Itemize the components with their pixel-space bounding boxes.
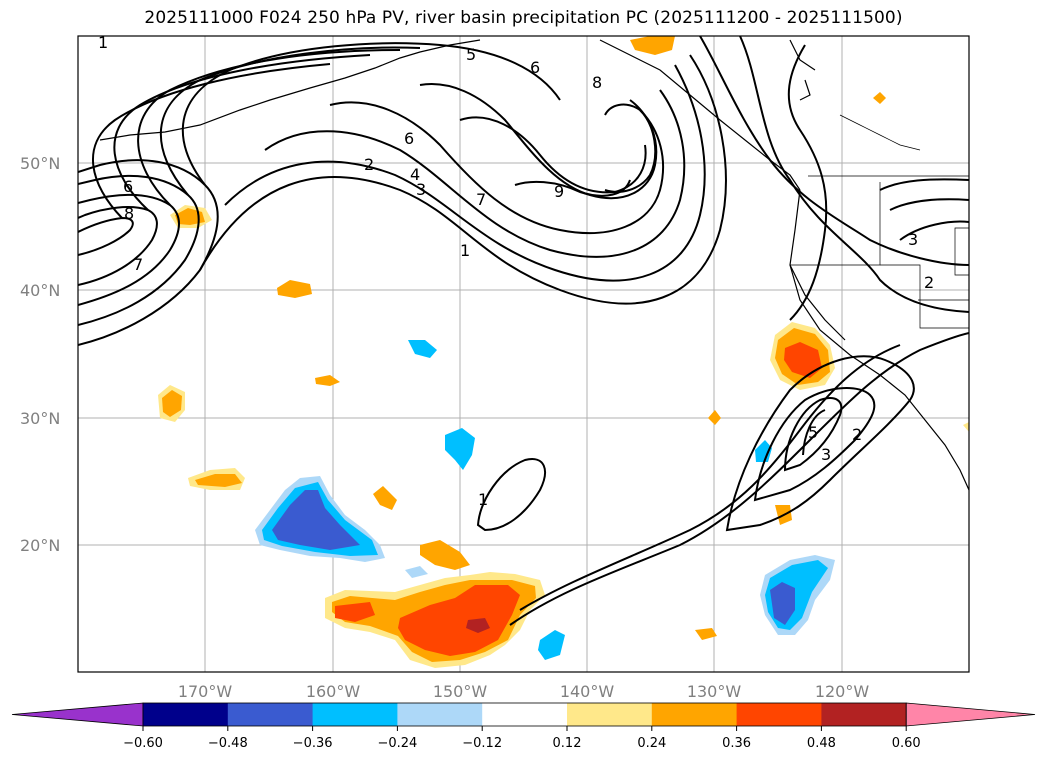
precip-shading: [158, 36, 969, 668]
contour-label: 2: [364, 155, 374, 174]
colorbar-tick-label: −0.12: [462, 736, 502, 751]
colorbar-tick-label: −0.24: [377, 736, 417, 751]
contour-label: 7: [133, 255, 143, 274]
lon-label-170w: 170°W: [178, 682, 233, 701]
contour-label: 4: [410, 165, 420, 184]
map-frame: [77, 35, 970, 673]
contour-label: 8: [124, 204, 134, 223]
colorbar-segment: [143, 703, 229, 726]
gridlines: [78, 36, 969, 672]
lon-label-140w: 140°W: [560, 682, 615, 701]
lat-label-50n: 50°N: [20, 154, 60, 173]
contour-label: 3: [416, 180, 426, 199]
contour-label: 6: [123, 177, 133, 196]
contour-label: 6: [404, 129, 414, 148]
colorbar-segment: [227, 703, 314, 726]
colorbar-tick-label: −0.36: [293, 736, 333, 751]
colorbar-tick-label: −0.60: [123, 736, 163, 751]
contour-label: 8: [592, 73, 602, 92]
political-borders: [790, 114, 969, 329]
contour-label: 3: [908, 230, 918, 249]
contour-label: 5: [466, 45, 476, 64]
colorbar-tick-label: 0.60: [892, 736, 921, 751]
colorbar-tick-label: −0.48: [208, 736, 248, 751]
colorbar-ticks: −0.60 −0.48 −0.36 −0.24 −0.12 0.12 0.24 0.36 0.4…: [123, 726, 921, 751]
contour-label: 3: [821, 445, 831, 464]
colorbar-tick-label: 0.48: [807, 736, 836, 751]
colorbar-extend-low: [11, 702, 144, 727]
colorbar-extend-high: [905, 702, 1036, 727]
lon-label-120w: 120°W: [815, 682, 870, 701]
colorbar-segment: [567, 703, 653, 726]
lat-label-30n: 30°N: [20, 409, 60, 428]
lat-label-40n: 40°N: [20, 281, 60, 300]
contour-label: 7: [476, 190, 486, 209]
colorbar-segment: [482, 703, 568, 726]
colorbar-frame: [142, 702, 907, 727]
contour-label: 5: [808, 423, 818, 442]
contour-label: 6: [530, 58, 540, 77]
colorbar-segment: [397, 703, 483, 726]
contour-labels: 1 6 8 7 5 6 8 6 2 4 3 7 9 1 1 3 2 5 3 2: [98, 33, 934, 509]
colorbar-segment: [821, 703, 907, 726]
contour-label: 1: [478, 490, 488, 509]
contour-label: 9: [554, 182, 564, 201]
map-title: 2025111000 F024 250 hPa PV, river basin …: [144, 8, 903, 28]
contour-label: 2: [852, 425, 862, 444]
colorbar-tick-label: 0.36: [722, 736, 751, 751]
pv-contours: [78, 36, 969, 626]
lon-label-160w: 160°W: [306, 682, 361, 701]
colorbar-segment: [651, 703, 738, 726]
colorbar-tick-label: 0.24: [637, 736, 666, 751]
lon-label-150w: 150°W: [433, 682, 488, 701]
colorbar-segment: [312, 703, 398, 726]
colorbar-tick-label: 0.12: [553, 736, 582, 751]
contour-label: 1: [98, 33, 108, 52]
colorbar: [11, 702, 1036, 727]
latitude-labels: 50°N 40°N 30°N 20°N: [20, 154, 60, 555]
lat-label-20n: 20°N: [20, 536, 60, 555]
contour-label: 1: [460, 241, 470, 260]
lon-label-130w: 130°W: [687, 682, 742, 701]
contour-label: 2: [924, 273, 934, 292]
colorbar-segment: [736, 703, 822, 726]
longitude-labels: 170°W 160°W 150°W 140°W 130°W 120°W: [178, 682, 870, 701]
